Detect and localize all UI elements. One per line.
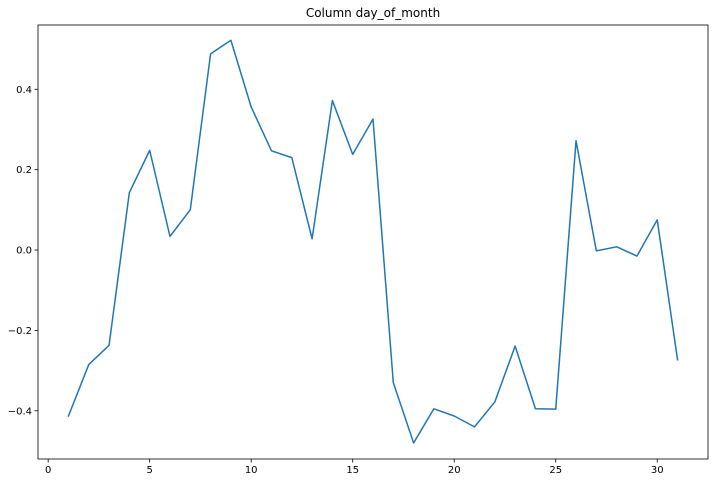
x-tick-label: 30	[651, 465, 664, 476]
x-tick-label: 25	[549, 465, 562, 476]
x-tick-label: 15	[346, 465, 359, 476]
x-tick-label: 5	[146, 465, 152, 476]
x-axis: 0 5 10 15 20 25 30	[45, 459, 664, 476]
y-tick-label: 0.0	[16, 246, 32, 257]
plot-frame	[37, 24, 709, 460]
x-tick-label: 20	[448, 465, 461, 476]
y-tick-label: 0.4	[16, 85, 32, 96]
x-tick-label: 0	[45, 465, 51, 476]
y-tick-label: −0.4	[8, 406, 32, 417]
series-line	[67, 39, 679, 444]
y-tick-label: 0.2	[16, 165, 32, 176]
y-tick-label: −0.2	[8, 326, 32, 337]
x-tick-label: 10	[245, 465, 258, 476]
chart-title: Column day_of_month	[306, 6, 440, 20]
y-axis: −0.4 −0.2 0.0 0.2 0.4	[8, 85, 38, 417]
